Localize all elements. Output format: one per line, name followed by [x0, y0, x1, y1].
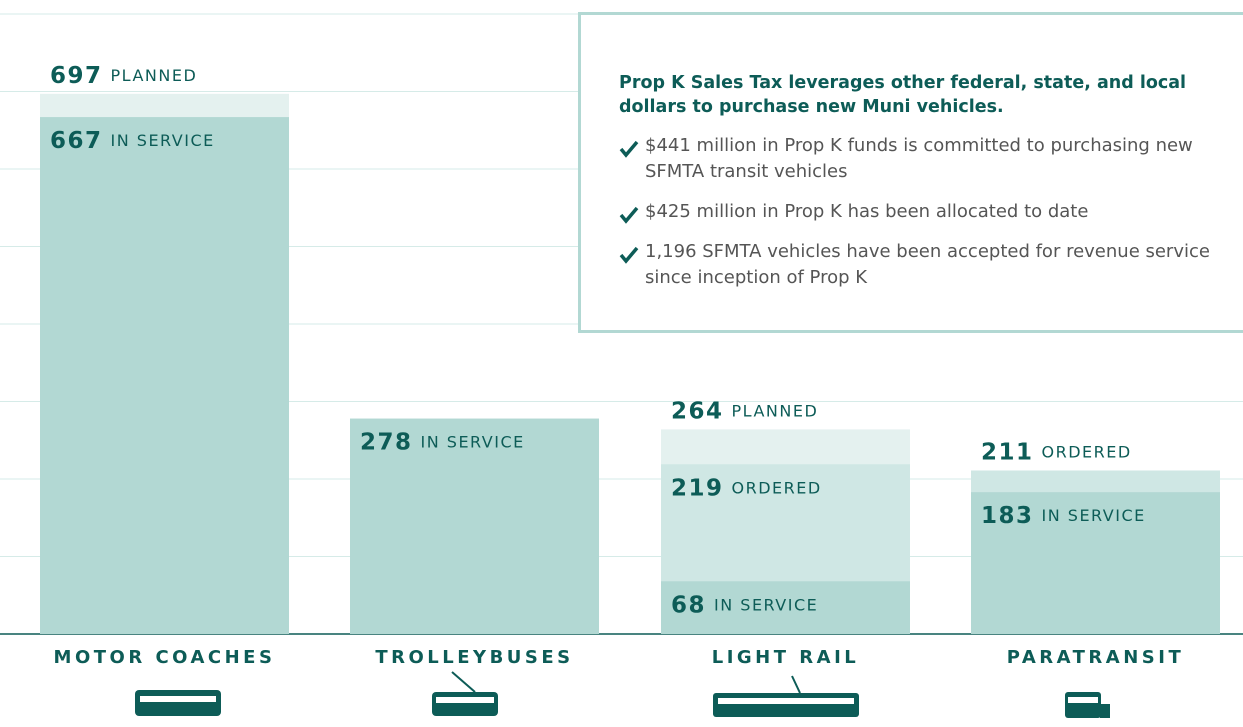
- value-label: 667 IN SERVICE: [50, 128, 215, 154]
- bar: [350, 418, 599, 634]
- labels: 697 PLANNED 667 IN SERVICE 278 IN SERVICE 264 P…: [50, 62, 1146, 618]
- rail-window: [718, 698, 854, 704]
- rail-icon: [713, 693, 859, 717]
- van-hood: [1100, 704, 1110, 718]
- category-label: TROLLEYBUSES: [375, 647, 573, 668]
- category-label: LIGHT RAIL: [712, 647, 860, 668]
- series-name: IN SERVICE: [111, 131, 215, 150]
- value-number: 697: [50, 62, 103, 88]
- callout-item: $441 million in Prop K funds is committe…: [619, 133, 1213, 185]
- callout-item: 1,196 SFMTA vehicles have been accepted …: [619, 239, 1213, 291]
- value-label: 183 IN SERVICE: [981, 503, 1146, 529]
- check-icon: [619, 246, 639, 264]
- value-number: 219: [671, 475, 724, 501]
- value-label: 219 ORDERED: [671, 475, 822, 501]
- category-label: PARATRANSIT: [1007, 647, 1184, 668]
- check-icon: [619, 206, 639, 224]
- trolley-icon: [432, 692, 498, 716]
- value-number: 667: [50, 128, 103, 154]
- value-label: 278 IN SERVICE: [360, 429, 525, 455]
- value-label: 697 PLANNED: [50, 62, 197, 88]
- callout: Prop K Sales Tax leverages other federal…: [578, 12, 1243, 333]
- item-text: $441 million in Prop K funds is committe…: [645, 135, 1193, 182]
- value-number: 264: [671, 398, 724, 424]
- trolley-pole: [451, 671, 476, 693]
- bar: [971, 492, 1220, 634]
- bus-icon: [135, 690, 221, 716]
- check-icon: [619, 140, 639, 158]
- series-name: IN SERVICE: [1042, 506, 1146, 525]
- rail-pantograph: [791, 675, 801, 694]
- series-name: IN SERVICE: [421, 432, 525, 451]
- category-label: MOTOR COACHES: [54, 647, 276, 668]
- plot: MOTOR COACHES TROLLEYBUSES LIGHT RAIL PARAT…: [0, 13, 1243, 668]
- series-name: ORDERED: [732, 478, 822, 497]
- callout-title: Prop K Sales Tax leverages other federal…: [619, 73, 1187, 117]
- bar: [661, 581, 910, 634]
- vehicle-icons: [135, 671, 1110, 718]
- value-label: 264 PLANNED: [671, 398, 818, 424]
- bus-window: [140, 696, 216, 702]
- value-number: 183: [981, 503, 1034, 529]
- item-text: 1,196 SFMTA vehicles have been accepted …: [645, 241, 1210, 288]
- bar: [40, 117, 289, 634]
- item-text: $425 million in Prop K has been allocate…: [645, 201, 1089, 222]
- series-name: PLANNED: [732, 401, 819, 420]
- series-name: IN SERVICE: [714, 595, 818, 614]
- callout-item: $425 million in Prop K has been allocate…: [619, 199, 1213, 225]
- van-window: [1068, 697, 1098, 703]
- series-name: PLANNED: [111, 65, 198, 84]
- value-number: 68: [671, 592, 706, 618]
- van-icon: [1065, 692, 1101, 718]
- value-label: 68 IN SERVICE: [671, 592, 818, 618]
- value-number: 211: [981, 439, 1034, 465]
- value-label: 211 ORDERED: [981, 439, 1132, 465]
- series-name: ORDERED: [1042, 442, 1132, 461]
- trolley-window: [436, 697, 494, 703]
- value-number: 278: [360, 429, 413, 455]
